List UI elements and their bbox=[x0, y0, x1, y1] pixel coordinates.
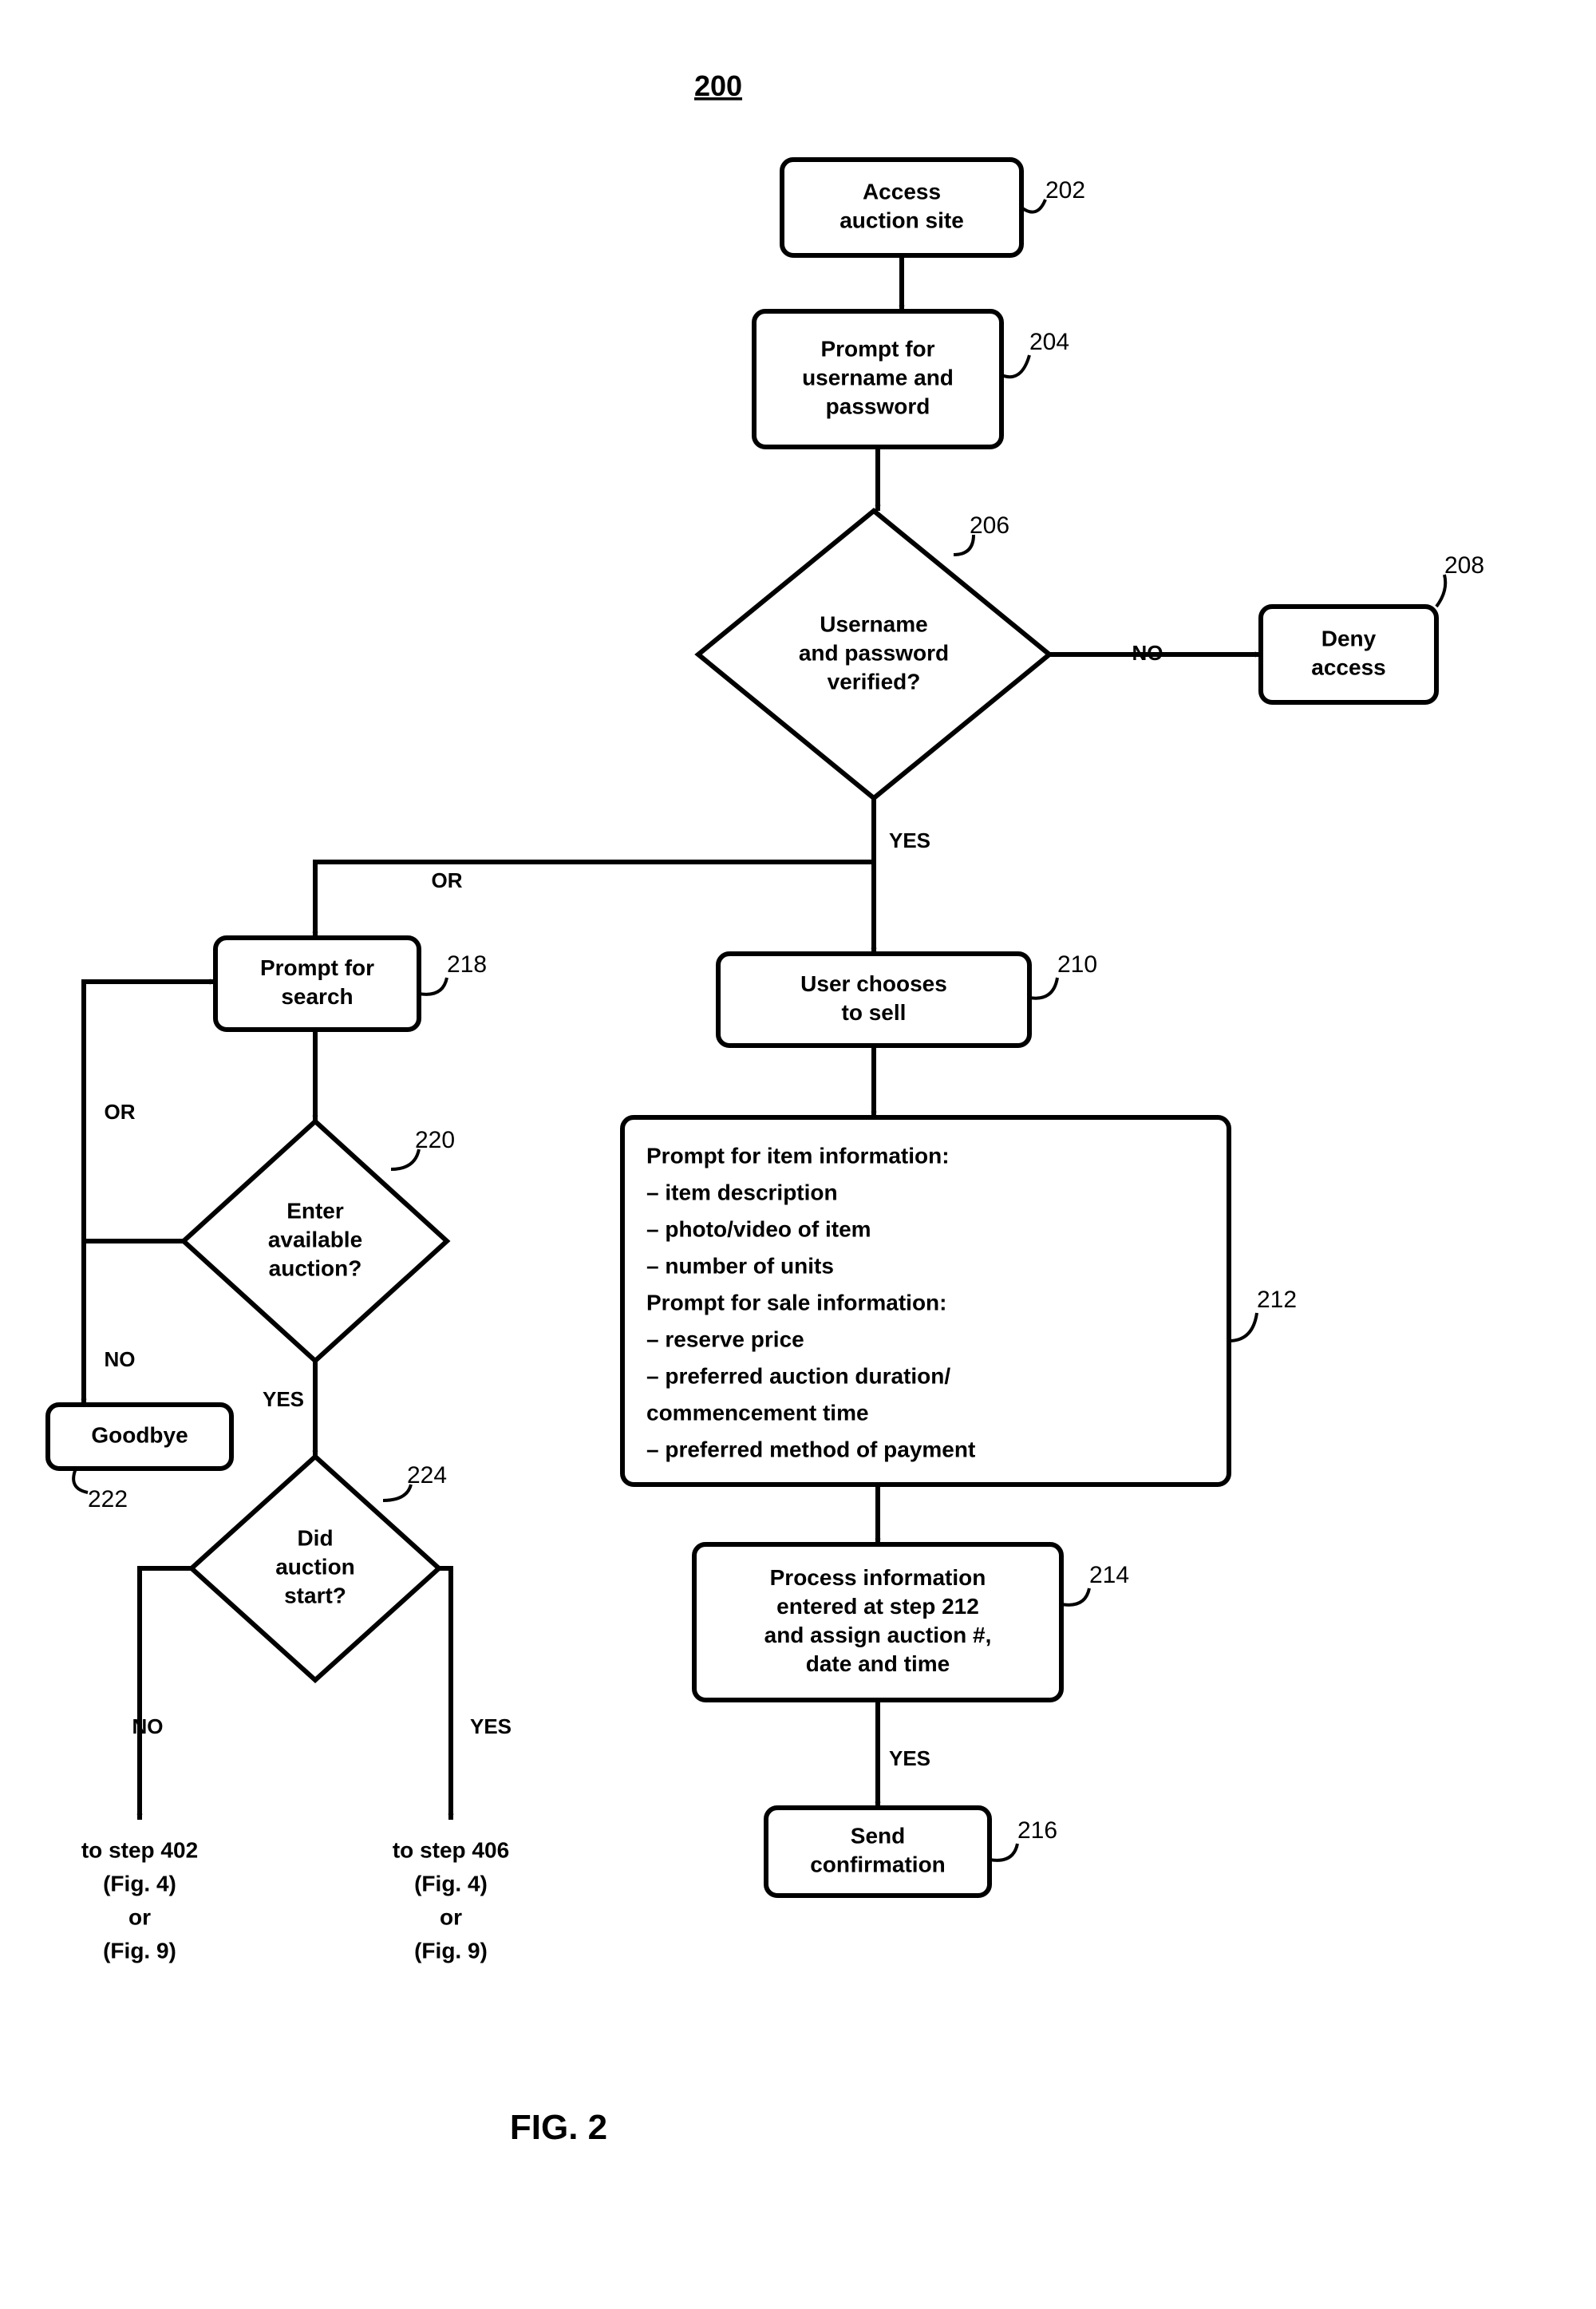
node-text: auction? bbox=[269, 1255, 362, 1280]
node-text: – item description bbox=[646, 1180, 838, 1204]
node-text: Prompt for sale information: bbox=[646, 1290, 946, 1315]
node-text: commencement time bbox=[646, 1400, 869, 1425]
node-text: and password bbox=[799, 640, 949, 665]
off-page-text: or bbox=[128, 1904, 151, 1929]
node-text: verified? bbox=[828, 669, 921, 694]
node-text: Prompt for bbox=[820, 336, 934, 361]
off-page-text: to step 406 bbox=[393, 1837, 509, 1862]
figure-number: 200 bbox=[694, 69, 742, 102]
edge-label: NO bbox=[132, 1714, 164, 1738]
node-text: confirmation bbox=[810, 1852, 946, 1876]
ref-number: 212 bbox=[1257, 1287, 1297, 1313]
ref-number: 208 bbox=[1444, 552, 1484, 579]
ref-number: 202 bbox=[1045, 177, 1085, 204]
node-text: Process information bbox=[770, 1565, 986, 1590]
flowchart-canvas: 200 NO YES OR YES YES OR NO NO YES Access auction s… bbox=[0, 0, 1596, 2309]
figure-title: FIG. 2 bbox=[510, 2108, 607, 2147]
node-text: available bbox=[268, 1227, 362, 1251]
node-text: auction bbox=[275, 1554, 355, 1579]
node-text: access bbox=[1311, 654, 1385, 679]
node-text: User chooses bbox=[800, 971, 947, 996]
ref-number: 220 bbox=[415, 1127, 455, 1153]
ref-number: 206 bbox=[970, 512, 1009, 539]
node-text: Deny bbox=[1321, 626, 1377, 650]
edge-label: YES bbox=[263, 1387, 304, 1411]
edge-label: NO bbox=[105, 1347, 136, 1371]
node-n212: Prompt for item information: – item descr… bbox=[622, 1117, 1297, 1485]
node-text: Prompt for item information: bbox=[646, 1143, 950, 1168]
node-text: Access bbox=[863, 179, 941, 204]
node-text: – photo/video of item bbox=[646, 1216, 871, 1241]
ref-number: 224 bbox=[407, 1462, 447, 1489]
edge-label: OR bbox=[432, 868, 463, 892]
node-text: entered at step 212 bbox=[776, 1594, 979, 1619]
off-page-text: to step 402 bbox=[81, 1837, 198, 1862]
node-text: and assign auction #, bbox=[764, 1623, 992, 1647]
edge-label: NO bbox=[1132, 641, 1163, 665]
node-text: – reserve price bbox=[646, 1326, 804, 1351]
node-text: Goodbye bbox=[91, 1422, 188, 1447]
ref-number: 204 bbox=[1029, 329, 1069, 355]
node-text: to sell bbox=[842, 1000, 907, 1025]
off-page-text: (Fig. 4) bbox=[103, 1871, 176, 1896]
node-text: auction site bbox=[839, 208, 964, 232]
ref-number: 218 bbox=[447, 951, 487, 978]
edge-label: YES bbox=[889, 828, 930, 852]
ref-number: 214 bbox=[1089, 1562, 1129, 1588]
node-text: username and bbox=[802, 365, 954, 389]
off-page-text: (Fig. 9) bbox=[103, 1938, 176, 1963]
node-text: search bbox=[281, 984, 353, 1009]
node-text: – preferred auction duration/ bbox=[646, 1363, 950, 1388]
node-text: Username bbox=[820, 611, 927, 636]
edge-label: OR bbox=[105, 1100, 136, 1124]
ref-number: 216 bbox=[1017, 1817, 1057, 1844]
node-text: – preferred method of payment bbox=[646, 1437, 975, 1461]
node-text: date and time bbox=[806, 1651, 950, 1676]
node-text: Did bbox=[297, 1525, 333, 1550]
node-text: – number of units bbox=[646, 1253, 834, 1278]
node-text: Enter bbox=[286, 1198, 344, 1223]
node-text: password bbox=[826, 393, 930, 418]
off-page-text: (Fig. 9) bbox=[414, 1938, 488, 1963]
ref-number: 222 bbox=[88, 1486, 128, 1512]
edge-label: YES bbox=[889, 1746, 930, 1770]
edge-label: YES bbox=[470, 1714, 512, 1738]
node-text: start? bbox=[284, 1583, 346, 1607]
off-page-text: or bbox=[440, 1904, 462, 1929]
node-text: Send bbox=[851, 1823, 905, 1848]
off-page-text: (Fig. 4) bbox=[414, 1871, 488, 1896]
node-text: Prompt for bbox=[260, 955, 374, 980]
ref-number: 210 bbox=[1057, 951, 1097, 978]
